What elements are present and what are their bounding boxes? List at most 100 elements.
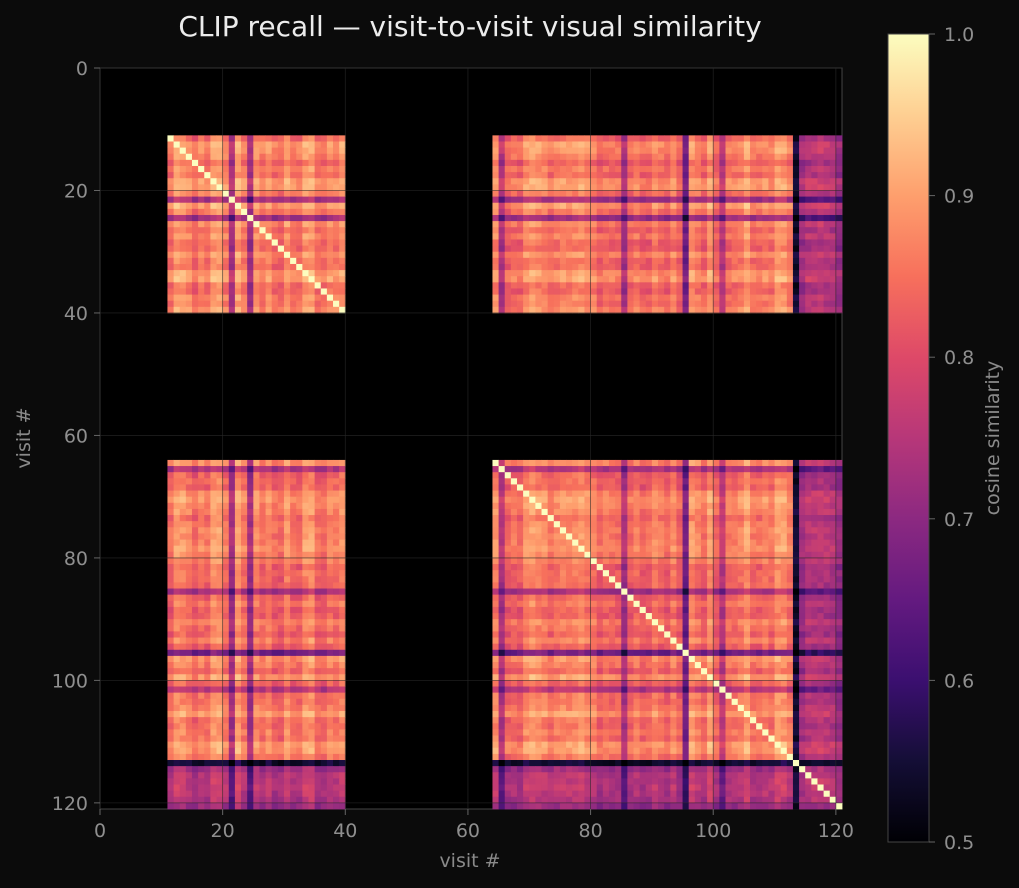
heatmap-cell: [308, 619, 316, 626]
heatmap-cell: [750, 582, 757, 589]
heatmap-cell: [247, 190, 254, 197]
heatmap-cell: [768, 557, 775, 565]
heatmap-cell: [283, 496, 291, 504]
heatmap-cell: [805, 594, 812, 602]
heatmap-cell: [743, 159, 751, 167]
heatmap-cell: [774, 613, 782, 620]
heatmap-cell: [694, 276, 702, 283]
heatmap-cell: [651, 263, 659, 271]
heatmap-cell: [498, 288, 506, 295]
heatmap-cell: [265, 227, 273, 234]
heatmap-cell: [615, 582, 622, 589]
heatmap-cell: [829, 172, 837, 179]
heatmap-cell: [228, 570, 236, 577]
heatmap-cell: [750, 600, 757, 608]
heatmap-cell: [191, 478, 199, 485]
heatmap-cell: [234, 141, 242, 149]
heatmap-cell: [786, 282, 794, 289]
heatmap-cell: [339, 300, 346, 308]
heatmap-cell: [290, 178, 297, 185]
heatmap-cell: [817, 625, 824, 632]
heatmap-cell: [645, 159, 653, 167]
heatmap-cell: [664, 484, 671, 491]
heatmap-cell: [602, 221, 610, 228]
heatmap-cell: [805, 557, 812, 565]
heatmap-cell: [216, 527, 224, 534]
heatmap-cell: [277, 588, 285, 596]
heatmap-cell: [658, 270, 665, 277]
heatmap-cell: [547, 472, 555, 479]
heatmap-cell: [627, 570, 634, 577]
heatmap-cell: [228, 472, 236, 479]
heatmap-cell: [504, 533, 512, 540]
heatmap-cell: [713, 141, 720, 149]
heatmap-cell: [602, 613, 610, 620]
heatmap-cell: [633, 227, 641, 234]
heatmap-cell: [314, 576, 322, 583]
heatmap-cell: [811, 564, 818, 571]
heatmap-cell: [277, 557, 285, 565]
heatmap-cell: [277, 147, 285, 155]
heatmap-cell: [596, 190, 604, 197]
heatmap-cell: [173, 466, 181, 473]
heatmap-cell: [774, 294, 782, 302]
heatmap-cell: [823, 239, 831, 246]
heatmap-cell: [283, 582, 291, 589]
heatmap-cell: [253, 570, 260, 577]
heatmap-cell: [584, 165, 591, 173]
heatmap-cell: [259, 564, 266, 571]
heatmap-cell: [750, 613, 757, 620]
heatmap-cell: [529, 619, 536, 626]
heatmap-cell: [700, 594, 708, 602]
heatmap-cell: [523, 172, 530, 179]
heatmap-cell: [792, 551, 800, 559]
heatmap-cell: [823, 557, 831, 565]
heatmap-cell: [688, 582, 696, 589]
heatmap-cell: [547, 190, 555, 197]
heatmap-cell: [320, 508, 328, 516]
heatmap-cell: [339, 282, 346, 289]
heatmap-cell: [504, 588, 512, 596]
heatmap-cell: [529, 257, 536, 265]
heatmap-cell: [333, 521, 340, 528]
heatmap-cell: [633, 282, 641, 289]
heatmap-cell: [191, 564, 199, 571]
heatmap-cell: [578, 521, 585, 528]
heatmap-cell: [750, 508, 757, 516]
heatmap-cell: [228, 135, 236, 142]
heatmap-cell: [541, 521, 549, 528]
heatmap-cell: [774, 141, 782, 149]
heatmap-cell: [173, 184, 181, 191]
heatmap-cell: [602, 208, 610, 216]
heatmap-cell: [290, 570, 297, 577]
heatmap-cell: [639, 172, 647, 179]
heatmap-cell: [277, 294, 285, 302]
heatmap-cell: [326, 147, 334, 155]
heatmap-cell: [823, 625, 831, 632]
heatmap-cell: [713, 564, 720, 571]
heatmap-cell: [210, 135, 217, 142]
heatmap-cell: [786, 202, 794, 210]
heatmap-cell: [774, 257, 782, 265]
heatmap-cell: [296, 459, 303, 467]
heatmap-cell: [756, 172, 763, 179]
heatmap-cell: [167, 227, 174, 234]
heatmap-cell: [296, 208, 303, 216]
heatmap-cell: [535, 508, 542, 516]
heatmap-cell: [615, 288, 622, 295]
heatmap-cell: [492, 606, 499, 614]
heatmap-cell: [590, 472, 598, 479]
heatmap-cell: [627, 515, 634, 522]
heatmap-cell: [216, 202, 224, 210]
heatmap-cell: [173, 459, 181, 467]
heatmap-cell: [566, 496, 573, 504]
heatmap-cell: [768, 300, 775, 308]
heatmap-cell: [326, 184, 334, 191]
heatmap-cell: [314, 539, 322, 547]
heatmap-cell: [651, 159, 659, 167]
heatmap-cell: [670, 135, 677, 142]
heatmap-cell: [805, 576, 812, 583]
heatmap-cell: [290, 190, 297, 197]
heatmap-cell: [498, 147, 506, 155]
heatmap-cell: [682, 490, 690, 498]
